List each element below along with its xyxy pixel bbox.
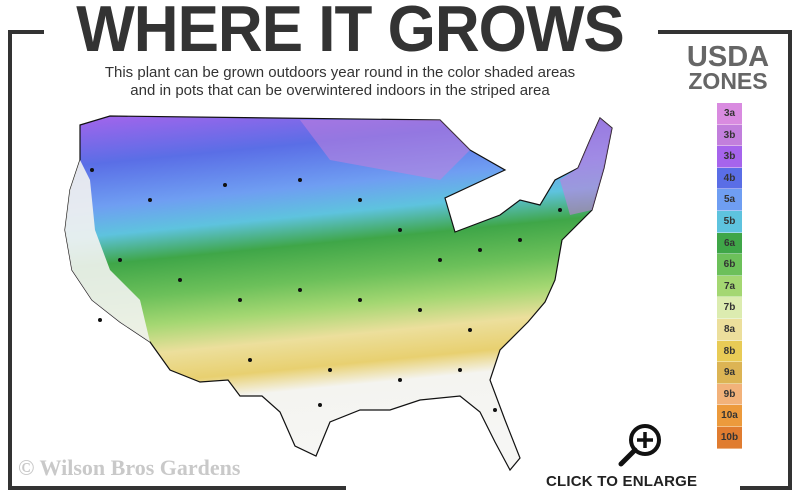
frame-right — [788, 30, 792, 490]
legend-zone-6b: 6b — [717, 254, 742, 276]
city-dots — [90, 168, 562, 412]
legend-zone-3b: 3b — [717, 146, 742, 168]
frame-bottom-left — [8, 486, 346, 490]
copyright-watermark: © Wilson Bros Gardens — [18, 455, 241, 480]
page-title: WHERE IT GROWS — [76, 0, 624, 66]
us-outline — [64, 115, 613, 472]
legend-zone-4b: 4b — [717, 167, 742, 190]
subtitle-line-1: This plant can be grown outdoors year ro… — [104, 64, 576, 81]
legend-zone-7a: 7a — [717, 275, 742, 298]
legend-zone-9a: 9a — [717, 362, 742, 384]
legend-zone-10a: 10a — [717, 405, 742, 427]
legend-title-line-2: ZONES — [688, 68, 768, 94]
legend-zone-3a: 3a — [717, 103, 742, 125]
click-to-enlarge-button[interactable]: CLICK TO ENLARGE — [530, 424, 740, 500]
legend-title: USDA ZONES — [672, 41, 784, 94]
zoom-in-icon — [618, 424, 661, 467]
frame-bottom-right — [740, 486, 792, 490]
legend-zone-7b: 7b — [717, 297, 742, 319]
legend-zone-9b: 9b — [717, 383, 742, 406]
subtitle-line-2: and in pots that can be overwintered ind… — [130, 82, 550, 99]
north-plains-zone — [300, 120, 470, 180]
legend-zone-8b: 8b — [717, 340, 742, 363]
frame-top-left — [8, 30, 44, 34]
legend-zone-3b: 3b — [717, 124, 742, 147]
west-coast-mild-zone — [65, 160, 150, 342]
frame-top-right — [658, 30, 792, 34]
northeast-zone — [560, 118, 612, 215]
frame-left — [8, 30, 12, 490]
legend-zone-8a: 8a — [717, 318, 742, 341]
click-to-enlarge-label: CLICK TO ENLARGE — [546, 473, 698, 490]
legend-zone-10b: 10b — [717, 426, 742, 449]
subtitle: This plant can be grown outdoors year ro… — [40, 64, 640, 100]
zone-legend: 3a 3b 3b 4b 5a 5b 6a 6b 7a 7b 8a 8b 9a 9b 10a 10b — [717, 103, 742, 449]
legend-zone-5a: 5a — [717, 189, 742, 211]
legend-zone-5b: 5b — [717, 210, 742, 233]
legend-zone-6a: 6a — [717, 232, 742, 255]
legend-title-line-1: USDA — [686, 41, 770, 73]
